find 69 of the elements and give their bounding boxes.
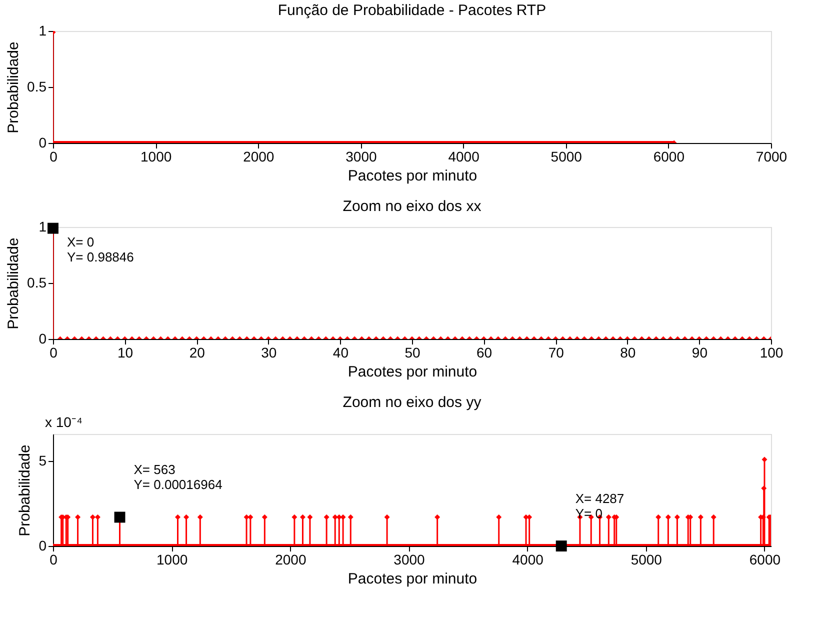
point — [90, 514, 96, 520]
x-tick-label: 50 — [404, 344, 420, 360]
x-tick-label: 1000 — [156, 552, 188, 568]
point — [94, 514, 100, 520]
point — [665, 514, 671, 520]
point — [434, 514, 440, 520]
text: x 10⁻⁴ — [45, 414, 82, 430]
point — [75, 514, 81, 520]
x-tick-label: 90 — [692, 344, 708, 360]
y-tick-label: 1 — [38, 218, 47, 234]
y-tick-label: 0.5 — [27, 274, 47, 290]
x-tick-label: 1000 — [140, 148, 172, 164]
point — [324, 514, 330, 520]
point — [197, 514, 203, 520]
x-tick-label: 6000 — [653, 148, 685, 164]
point — [384, 514, 390, 520]
x-tick-label: 7000 — [756, 148, 788, 164]
point — [656, 514, 662, 520]
x-axis-title: Pacotes por minuto — [348, 364, 478, 380]
x-tick-label: 0 — [50, 148, 58, 164]
point — [262, 514, 268, 520]
y-tick-label: 0 — [38, 538, 47, 554]
x-tick-label: 6000 — [749, 552, 781, 568]
point — [348, 514, 354, 520]
chart-title: Zoom no eixo dos yy — [342, 394, 482, 411]
y-tick-label: 5 — [38, 452, 47, 469]
x-tick-label: 60 — [476, 344, 492, 360]
x-tick-label: 30 — [261, 344, 277, 360]
point — [496, 514, 502, 520]
x-axis-title: Pacotes por minuto — [348, 570, 478, 588]
annotation: X= 0 Y= 0.98846 — [67, 234, 134, 264]
x-tick-label: 0 — [50, 344, 58, 360]
point — [292, 514, 298, 520]
x-tick-label: 10 — [118, 344, 134, 360]
x-tick-label: 5000 — [550, 148, 582, 164]
point — [674, 514, 680, 520]
y-axis-title: Probabilidade — [5, 42, 22, 134]
y-axis-title: Probabilidade — [5, 238, 22, 330]
y-axis-title: Probabilidade — [16, 444, 34, 536]
x-tick-label: 40 — [332, 344, 349, 360]
x-tick-label: 3000 — [346, 148, 377, 164]
y-tick-label: 1 — [38, 22, 47, 38]
x-tick-label: 2000 — [275, 552, 306, 568]
x-tick-label: 100 — [760, 344, 784, 360]
point — [184, 514, 190, 520]
x-axis-title: Pacotes por minuto — [348, 168, 478, 184]
y-tick-label: 0.5 — [27, 78, 47, 94]
x-tick-label: 80 — [620, 344, 636, 360]
point — [762, 456, 768, 462]
point — [300, 514, 306, 520]
x-tick-label: 4000 — [512, 552, 544, 568]
y-tick-label: 0 — [38, 330, 47, 346]
x-tick-label: 5000 — [630, 552, 662, 568]
x-tick-label: 3000 — [394, 552, 426, 568]
annotation: X= 563 Y= 0.00016964 — [134, 462, 222, 492]
point — [710, 514, 716, 520]
x-tick-label: 20 — [189, 344, 206, 360]
point — [175, 514, 180, 520]
point — [606, 514, 612, 520]
x-tick-label: 0 — [50, 552, 58, 568]
x-tick-label: 70 — [548, 344, 564, 360]
chart-title: Função de Probabilidade - Pacotes RTP — [278, 2, 546, 19]
chart-title: Zoom no eixo dos xx — [342, 198, 482, 215]
point — [307, 514, 313, 520]
x-tick-label: 2000 — [243, 148, 274, 164]
x-tick-label: 4000 — [448, 148, 480, 164]
point — [248, 514, 254, 520]
point — [698, 514, 704, 520]
y-tick-label: 0 — [38, 134, 47, 150]
